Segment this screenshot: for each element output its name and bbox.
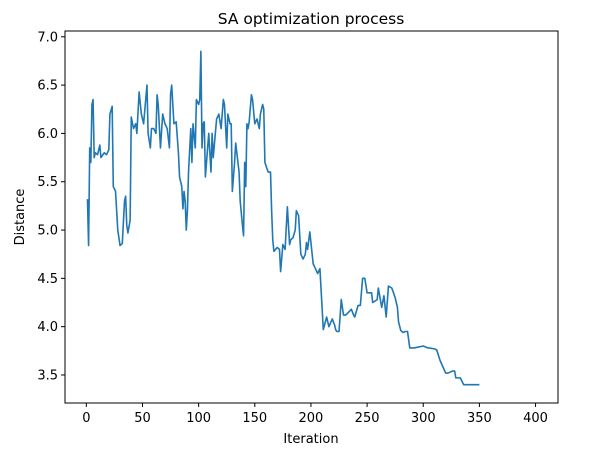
y-tick-label: 6.5 [37, 79, 58, 94]
x-axis-label: Iteration [283, 432, 338, 447]
y-tick-label: 7.0 [37, 30, 58, 45]
x-tick-label: 0 [82, 411, 90, 426]
y-tick-label: 4.5 [37, 272, 58, 287]
x-tick-label: 50 [134, 411, 151, 426]
x-tick-label: 100 [186, 411, 211, 426]
y-tick-label: 6.0 [37, 127, 58, 142]
x-tick-label: 150 [242, 411, 267, 426]
y-tick-label: 5.0 [37, 224, 58, 239]
plot-frame [64, 30, 559, 404]
x-tick-label: 250 [355, 411, 380, 426]
x-tick-label: 200 [299, 411, 324, 426]
data-line [86, 50, 480, 386]
chart-title: SA optimization process [218, 10, 405, 28]
y-axis-label: Distance [13, 189, 28, 246]
y-tick-label: 4.0 [37, 320, 58, 335]
y-tick-label: 3.5 [37, 368, 58, 383]
y-tick-label: 5.5 [37, 175, 58, 190]
x-tick-label: 350 [467, 411, 492, 426]
x-tick-label: 300 [411, 411, 436, 426]
x-tick-label: 400 [523, 411, 548, 426]
